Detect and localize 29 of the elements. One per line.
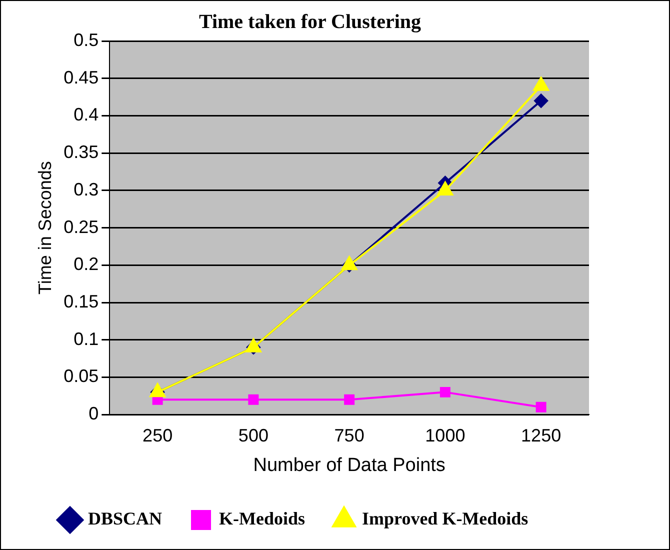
chart-title: Time taken for Clustering [198,11,422,34]
y-tick-label: 0.35 [64,142,99,162]
x-axis-title: Number of Data Points [253,454,446,476]
point [533,76,549,91]
point [536,402,546,412]
point [440,386,450,398]
y-tick-label: 0.4 [74,104,99,125]
y-tick-label: 0.15 [64,291,99,312]
y-tick-label: 0.05 [64,366,99,386]
legend-label: Improved K-Medoids [362,508,528,529]
y-tick-label: 0.2 [74,254,99,274]
y-tick-label: 0.5 [74,30,99,50]
y-tick-label: 0.25 [64,216,99,237]
legend-label: DBSCAN [88,508,162,529]
point [437,181,454,196]
x-tick-label: 500 [238,425,268,446]
legend-label: K-Medoids [219,508,306,529]
x-tick-label: 1000 [425,425,466,446]
y-tick-label: 0 [88,404,99,424]
x-tick-label: 1250 [521,425,562,446]
y-tick-label: 0.45 [64,67,99,88]
y-axis-title: Time in Seconds [34,161,55,295]
x-tick-label: 250 [142,425,173,446]
x-tick-label: 750 [334,425,364,446]
y-tick-label: 0.3 [74,179,99,200]
point [248,394,259,405]
y-tick-label: 0.1 [74,328,99,349]
point [344,394,355,405]
point [341,256,358,270]
